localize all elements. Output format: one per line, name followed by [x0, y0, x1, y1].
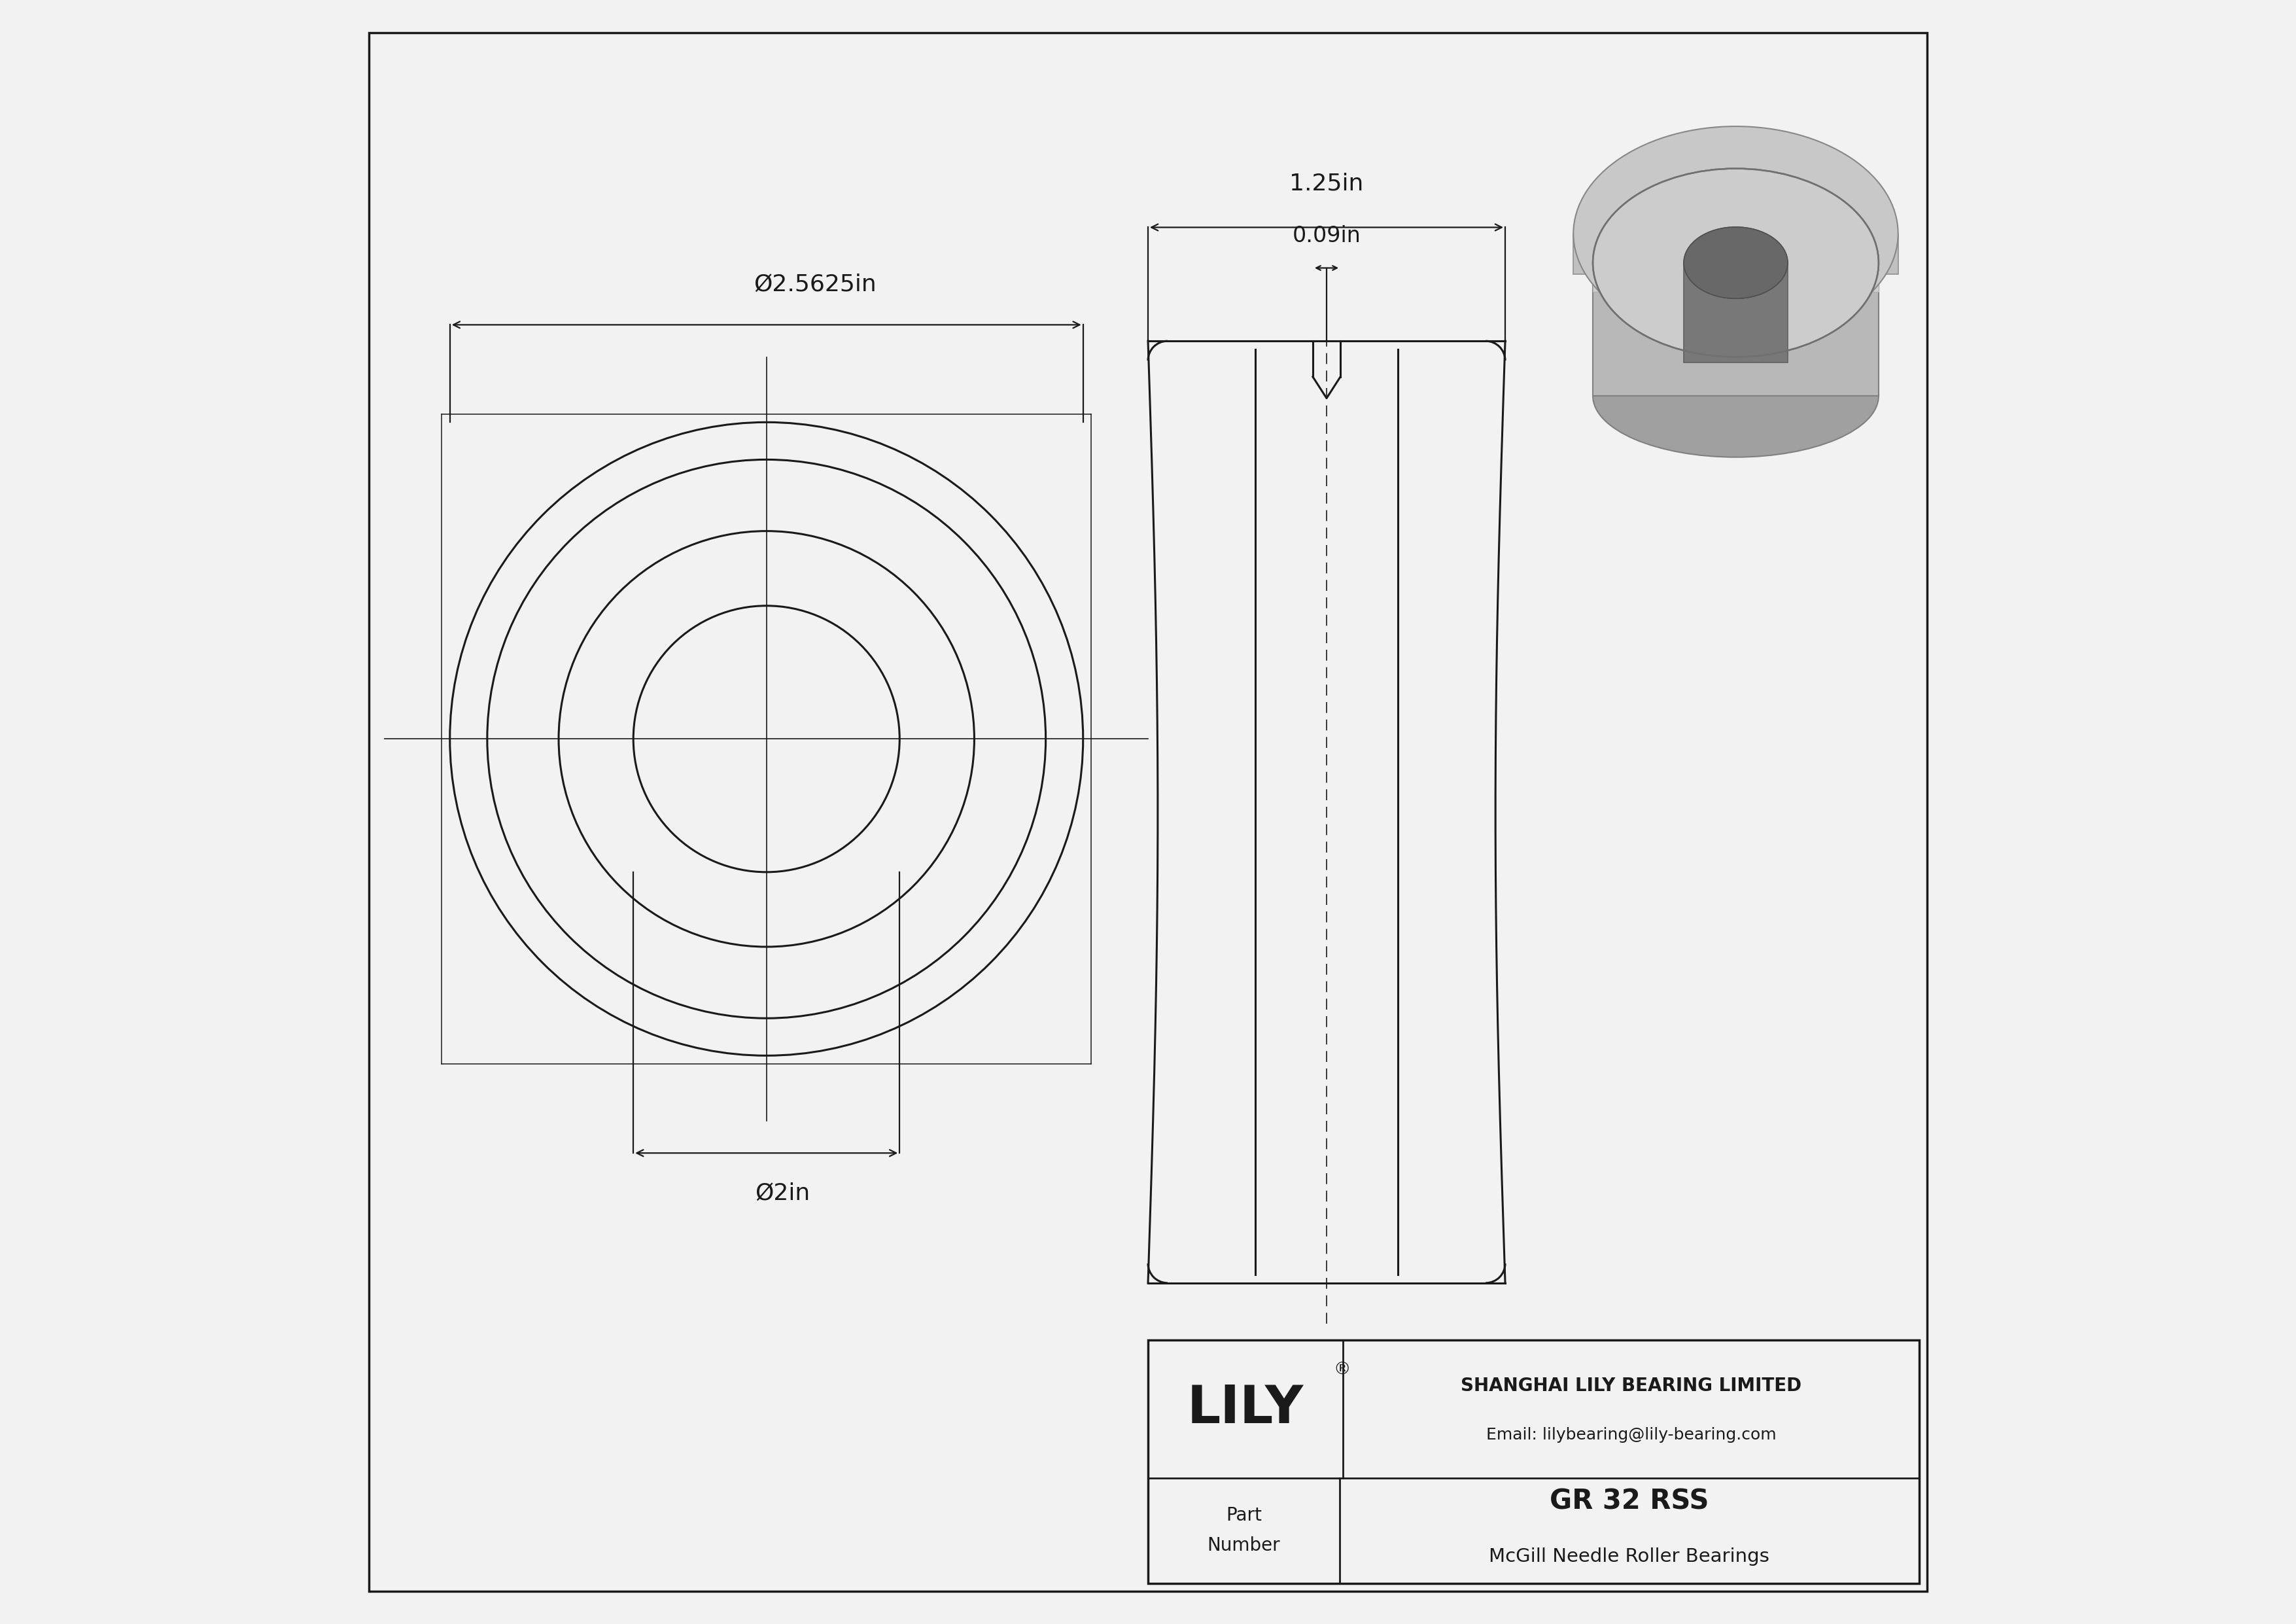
Ellipse shape — [1573, 127, 1899, 341]
Ellipse shape — [1683, 227, 1789, 299]
Polygon shape — [1573, 234, 1899, 274]
Text: Part
Number: Part Number — [1208, 1507, 1281, 1554]
Text: ®: ® — [1334, 1361, 1350, 1379]
Ellipse shape — [1593, 335, 1878, 458]
Polygon shape — [1593, 283, 1878, 292]
Ellipse shape — [1683, 227, 1789, 299]
Text: Email: lilybearing@lily-bearing.com: Email: lilybearing@lily-bearing.com — [1486, 1427, 1777, 1442]
Ellipse shape — [1593, 169, 1878, 357]
Text: LILY: LILY — [1187, 1384, 1304, 1434]
Text: Ø2in: Ø2in — [755, 1182, 810, 1205]
Polygon shape — [1593, 263, 1878, 396]
Ellipse shape — [1593, 169, 1878, 357]
Text: 1.25in: 1.25in — [1290, 172, 1364, 195]
Text: McGill Needle Roller Bearings: McGill Needle Roller Bearings — [1490, 1548, 1770, 1566]
Text: GR 32 RSS: GR 32 RSS — [1550, 1488, 1708, 1515]
Bar — [1148, 1340, 1919, 1583]
Text: 0.09in: 0.09in — [1293, 226, 1362, 247]
Text: Ø2.5625in: Ø2.5625in — [753, 273, 877, 296]
Text: SHANGHAI LILY BEARING LIMITED: SHANGHAI LILY BEARING LIMITED — [1460, 1377, 1802, 1395]
Polygon shape — [1683, 263, 1789, 362]
